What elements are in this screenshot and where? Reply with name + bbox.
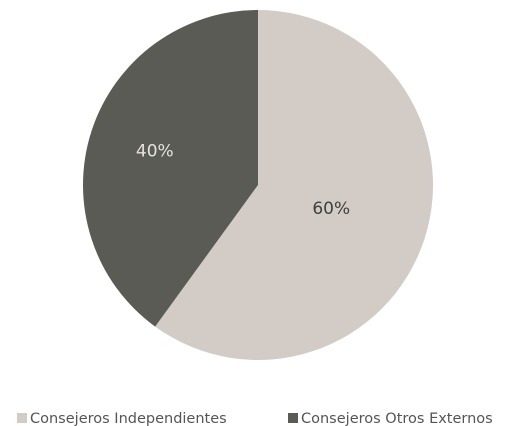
- pie-slice: [83, 10, 258, 327]
- legend-text: Consejeros Independientes: [30, 411, 227, 426]
- slice-label: 40%: [136, 141, 174, 161]
- slice-label: 60%: [312, 199, 350, 219]
- legend: Consejeros Independientes Consejeros Otro…: [17, 411, 493, 426]
- legend-swatch: [288, 413, 298, 423]
- legend-text: Consejeros Otros Externos: [301, 411, 493, 426]
- legend-swatch: [17, 413, 27, 423]
- pie: 60% 40%: [83, 10, 433, 360]
- pie-slice: [155, 10, 433, 360]
